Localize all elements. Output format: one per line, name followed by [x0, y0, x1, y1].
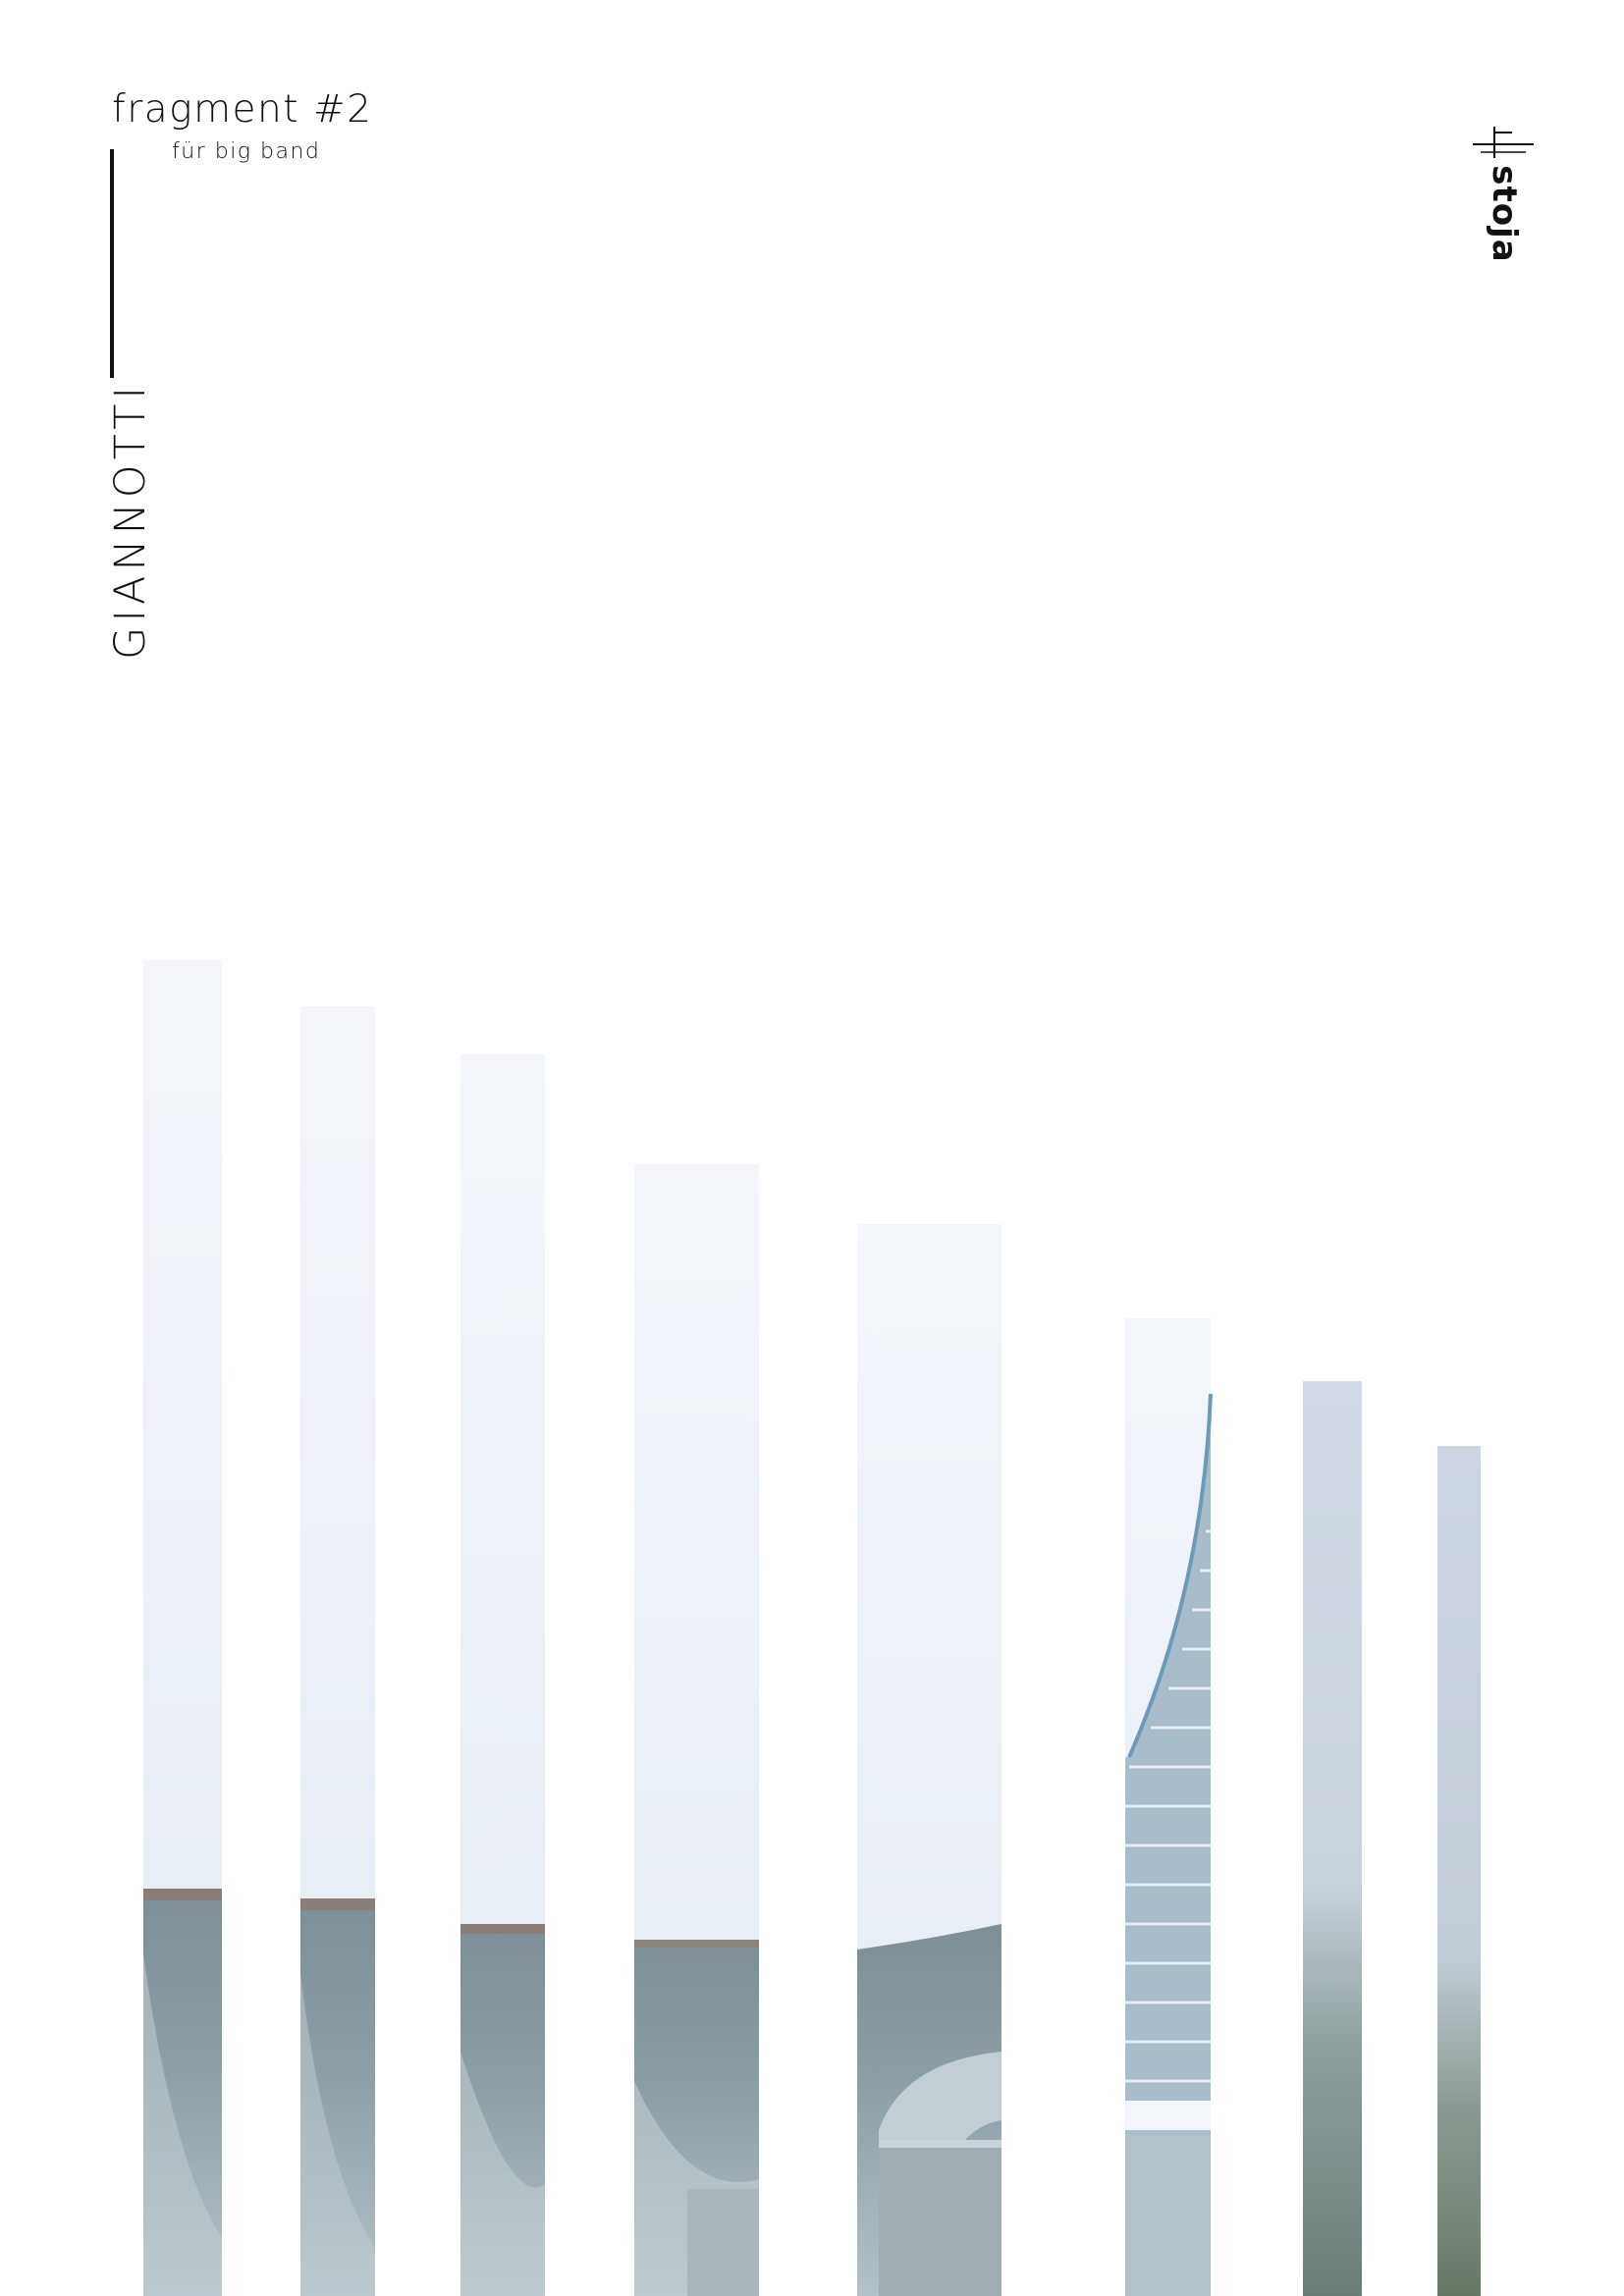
piece-title: fragment #2 — [112, 87, 373, 132]
photo-strip-3 — [460, 1054, 545, 2296]
publisher-logo-icon: stoja — [1473, 127, 1534, 263]
piece-subtitle: für big band — [172, 139, 321, 164]
photo-strip-4 — [634, 1164, 759, 2296]
photo-strip-2 — [300, 1006, 375, 2296]
svg-text:stoja: stoja — [1485, 165, 1524, 262]
photo-strip-1 — [143, 960, 222, 2296]
vertical-rule — [110, 149, 114, 378]
photo-strip-5 — [857, 1224, 1001, 2296]
photo-strip-6 — [1125, 1318, 1213, 2296]
photo-strip-7 — [1303, 1381, 1362, 2296]
photo-strip-8 — [1437, 1446, 1481, 2296]
